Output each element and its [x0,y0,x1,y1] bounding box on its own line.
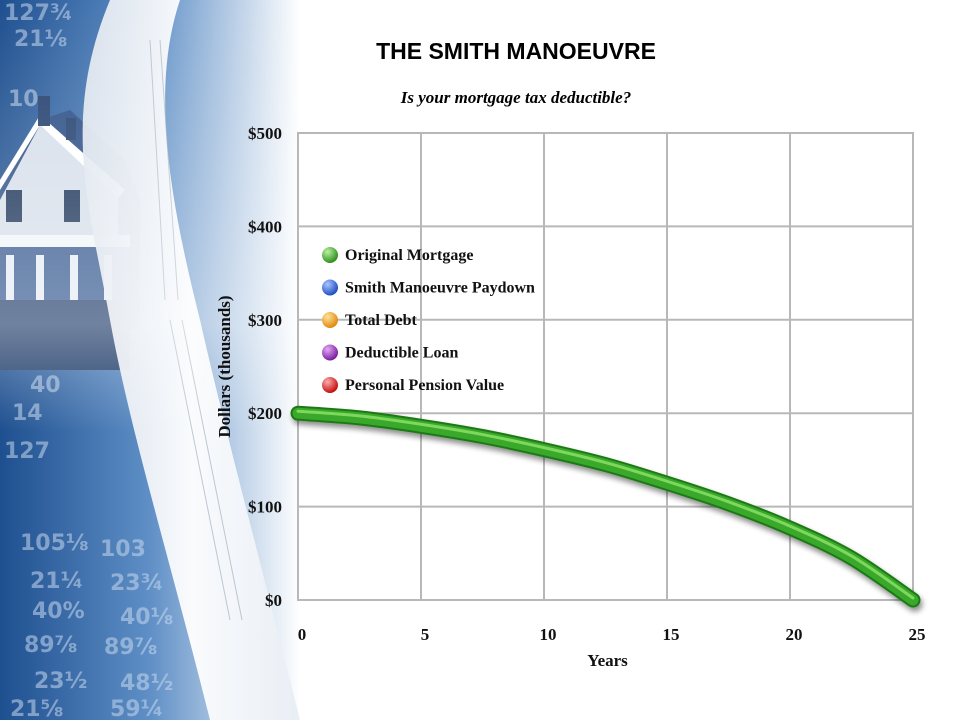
background-collage-image: 127¾ 21⅛ 10 40 14 127 105⅛ 103 21¼ 23¾ 4… [0,0,300,720]
legend-marker-icon [322,312,338,328]
legend-marker-icon [322,344,338,361]
legend-label: Total Debt [345,312,418,329]
legend-label: Smith Manoeuvre Paydown [345,280,535,297]
x-tick-label: 15 [663,625,680,644]
x-tick-label: 20 [786,625,803,644]
x-axis-ticks: 0 5 10 15 20 25 [298,625,926,644]
y-axis-label: Dollars (thousands) [215,295,234,437]
series-line-original-mortgage [292,407,919,606]
x-tick-label: 0 [298,625,307,644]
x-axis-label: Years [587,651,628,670]
x-tick-label: 25 [909,625,926,644]
y-tick-label: $500 [248,124,282,143]
page-title: THE SMITH MANOEUVRE [376,38,656,64]
x-tick-label: 5 [421,625,430,644]
series-lines [290,405,921,608]
y-axis-ticks: $0 $100 $200 $300 $400 $500 [248,124,282,610]
plot-area-frame [297,132,914,601]
chart-legend: Original Mortgage Smith Manoeuvre Paydown… [322,247,535,394]
chart-grid [297,132,914,601]
y-tick-label: $300 [248,311,282,330]
legend-label: Deductible Loan [345,345,458,362]
legend-label: Personal Pension Value [345,377,504,394]
legend-marker-icon [322,279,338,296]
legend-label: Original Mortgage [345,247,473,264]
x-tick-label: 10 [540,625,557,644]
page-subtitle: Is your mortgage tax deductible? [400,88,632,107]
y-tick-label: $200 [248,404,282,423]
y-tick-label: $400 [248,217,282,236]
y-tick-label: $0 [265,591,282,610]
legend-marker-icon [322,377,338,393]
y-tick-label: $100 [248,498,282,517]
legend-marker-icon [322,247,338,263]
series-line-highlight [296,409,915,600]
